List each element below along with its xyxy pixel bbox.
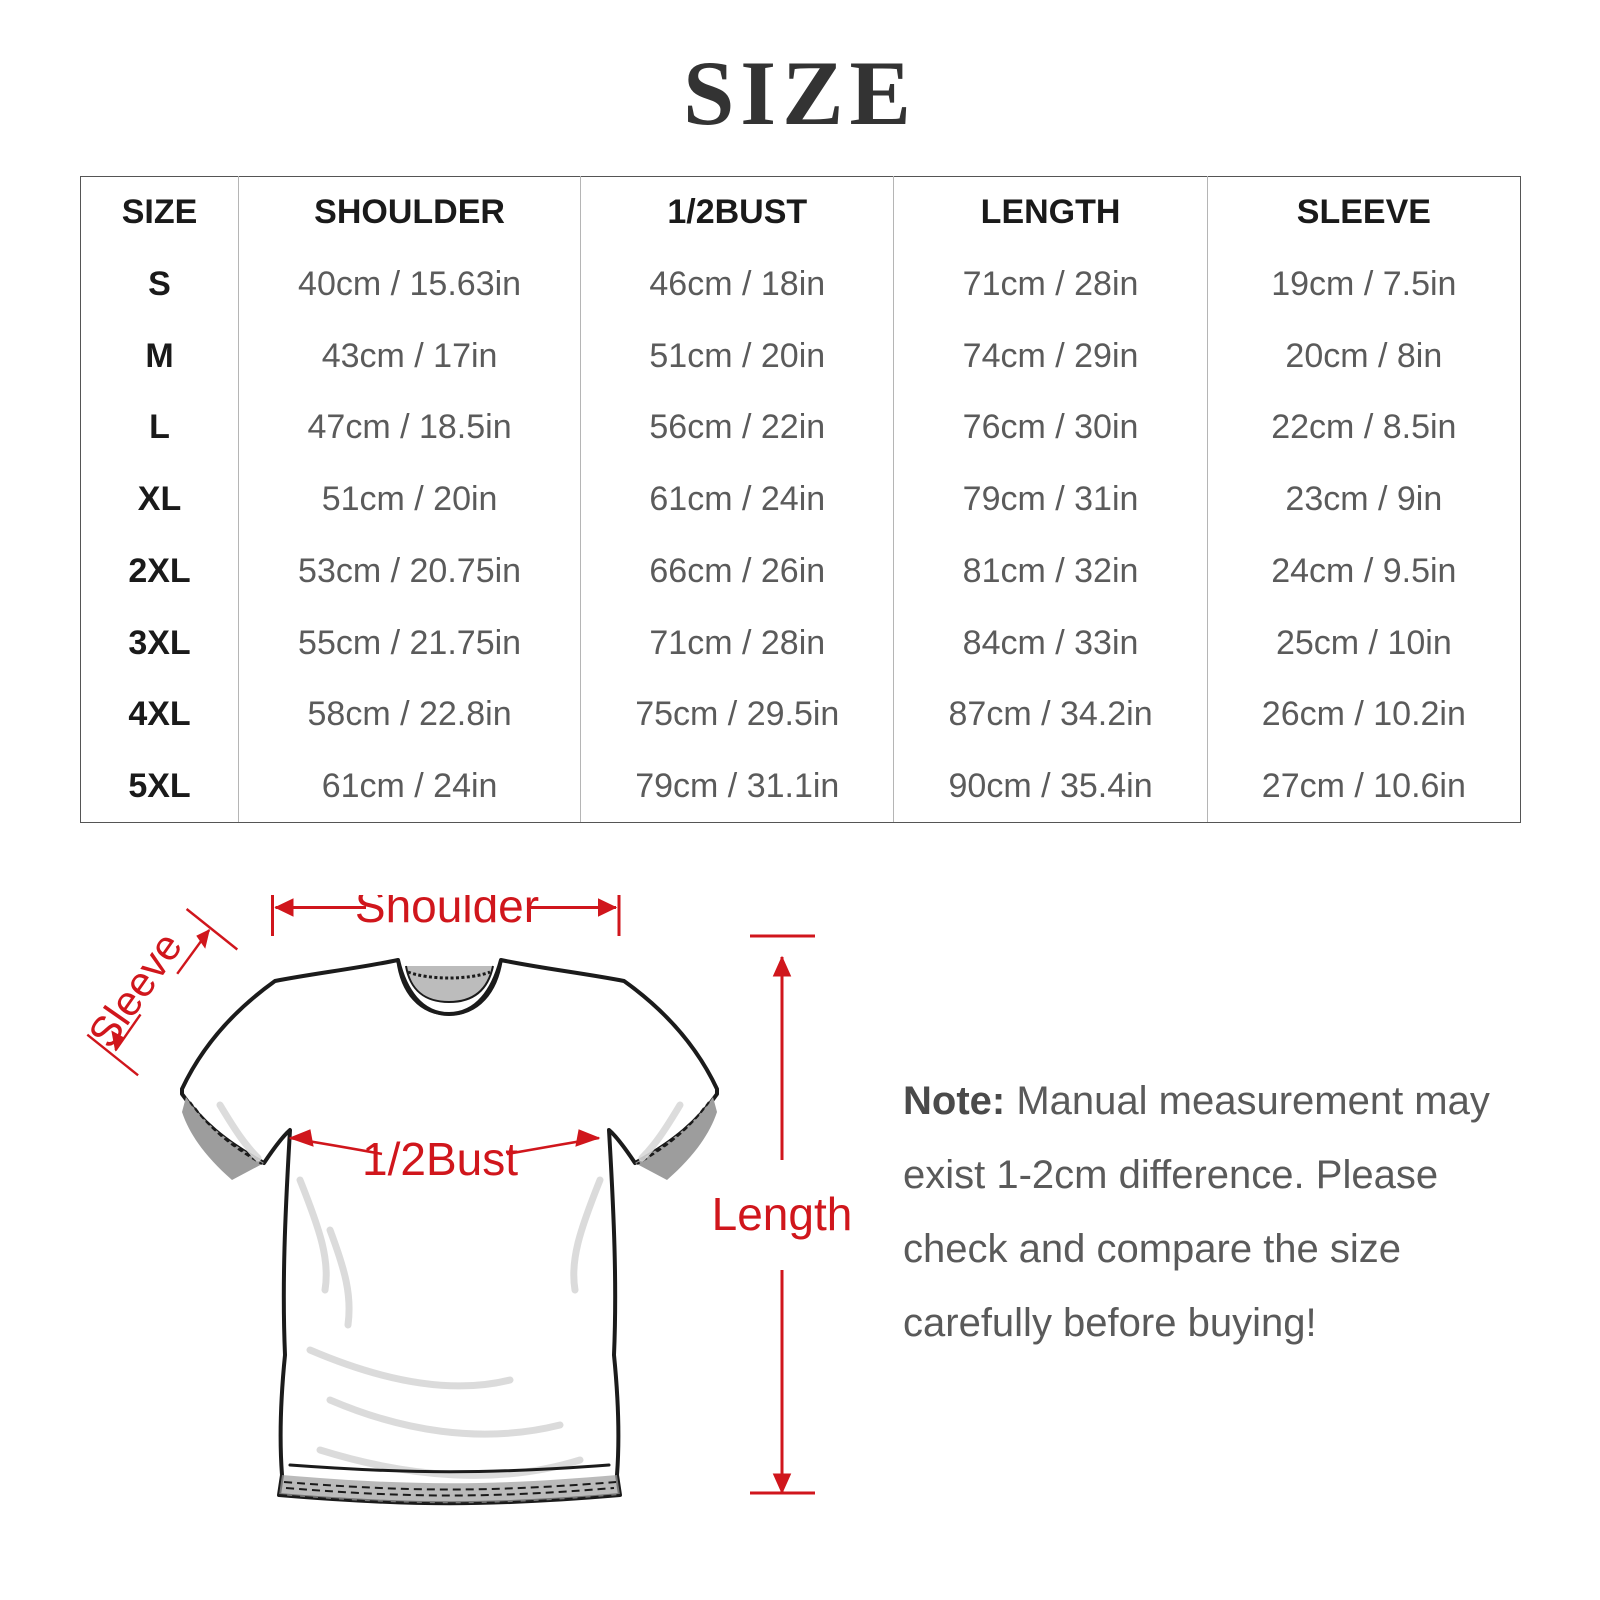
svg-text:Sleeve: Sleeve [79,924,191,1056]
svg-text:Shoulder: Shoulder [355,895,539,932]
svg-text:1/2Bust: 1/2Bust [362,1133,518,1185]
svg-text:Length: Length [712,1188,853,1240]
